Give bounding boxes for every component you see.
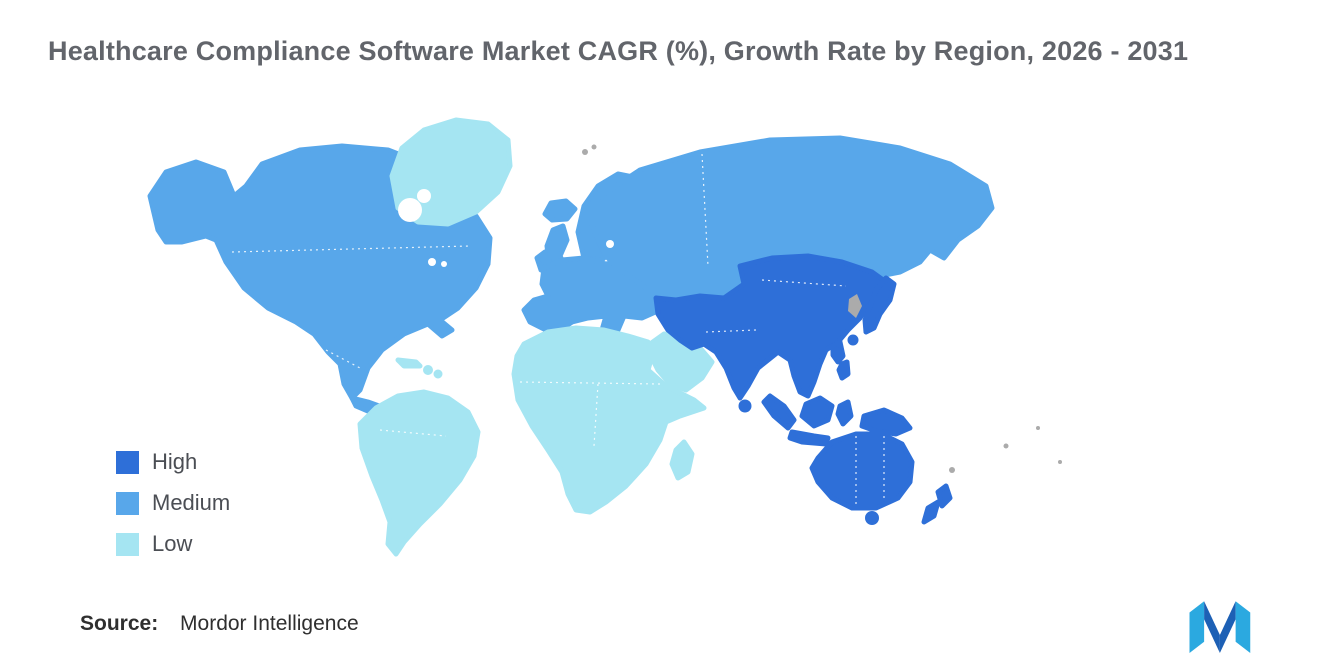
region-pacific-island-2	[1003, 443, 1009, 449]
logo-diagonal-up	[1219, 601, 1236, 653]
source-line: Source: Mordor Intelligence	[80, 612, 359, 636]
baltic-sea	[606, 240, 614, 248]
logo-left-stroke	[1189, 601, 1205, 653]
legend-swatch-low	[116, 532, 139, 556]
border-africa-vertical	[593, 383, 599, 447]
region-cuba	[395, 357, 423, 369]
regions-low	[357, 117, 715, 557]
region-south-america	[357, 389, 481, 557]
region-pacific-island-3	[1036, 426, 1040, 430]
legend-label-high: High	[152, 449, 198, 474]
legend-item-medium: Medium	[116, 490, 230, 516]
region-philippines-north	[830, 339, 846, 365]
country-borders	[231, 153, 885, 506]
border-us-canada	[231, 245, 471, 253]
region-madagascar	[669, 439, 695, 481]
chart-title: Healthcare Compliance Software Market CA…	[48, 36, 1189, 67]
border-brazil	[379, 429, 447, 437]
region-philippines-south	[836, 359, 851, 381]
region-new-zealand-south	[921, 499, 941, 525]
legend-label-medium: Medium	[152, 490, 231, 515]
mordor-intelligence-logo	[1189, 601, 1251, 653]
water-bodies	[398, 189, 614, 267]
region-caribbean-1	[423, 365, 433, 375]
region-borneo	[799, 395, 835, 429]
region-sri-lanka	[738, 399, 752, 413]
source-value: Mordor Intelligence	[180, 612, 359, 635]
border-us-mexico	[325, 349, 361, 369]
border-china-mongolia	[761, 279, 847, 287]
region-south-korea	[848, 294, 862, 318]
hudson-bay	[398, 198, 422, 222]
region-asia-high	[653, 253, 889, 401]
regions-low-stroke	[357, 117, 715, 557]
region-pacific-island-4	[1058, 460, 1062, 464]
region-pacific-island-1	[949, 467, 955, 473]
border-ural	[701, 153, 709, 267]
great-lake-2	[441, 261, 447, 267]
region-australia	[809, 431, 915, 511]
region-sumatra	[761, 393, 797, 431]
region-svalbard-1	[582, 149, 588, 155]
legend-label-low: Low	[152, 531, 193, 556]
legend-item-high: High	[116, 449, 230, 475]
legend-swatch-medium	[116, 491, 139, 515]
region-tasmania	[865, 511, 879, 525]
region-africa	[511, 325, 707, 515]
great-lake-1	[428, 258, 436, 266]
logo-right-stroke	[1235, 601, 1251, 653]
regions-high-stroke	[653, 253, 953, 525]
legend-swatch-high	[116, 450, 139, 474]
legend-item-low: Low	[116, 531, 230, 557]
hudson-bay-north	[417, 189, 431, 203]
logo-diagonal-down	[1204, 601, 1220, 653]
legend: High Medium Low	[116, 449, 230, 572]
region-sulawesi	[835, 399, 854, 427]
region-new-zealand-north	[935, 483, 953, 509]
region-iceland	[542, 198, 578, 223]
regions-no-data	[582, 144, 1062, 473]
source-label: Source:	[80, 612, 159, 635]
regions-high	[653, 253, 953, 525]
region-taiwan	[847, 334, 859, 346]
region-new-guinea	[859, 407, 913, 437]
region-japan	[862, 275, 897, 335]
border-india-china	[705, 329, 757, 333]
region-svalbard-2	[591, 144, 597, 150]
region-java	[787, 429, 831, 447]
region-caribbean-2	[433, 369, 443, 379]
